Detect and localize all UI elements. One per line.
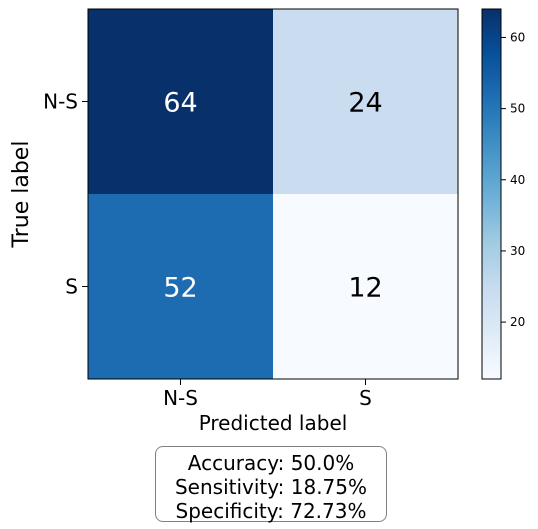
matrix-cell — [88, 194, 273, 379]
y-axis-label: True label — [9, 141, 34, 249]
specificity-text: Specificity: 72.73% — [175, 499, 367, 523]
x-tick-label: S — [359, 386, 372, 410]
cell-value-label: 12 — [348, 273, 382, 304]
colorbar-tick-label: 30 — [510, 244, 525, 258]
matrix-cells — [88, 9, 458, 379]
accuracy-text: Accuracy: 50.0% — [187, 451, 355, 475]
y-tick-label: N-S — [43, 90, 78, 114]
matrix-cell — [88, 9, 273, 194]
colorbar-tick-label: 20 — [510, 315, 525, 329]
x-tick-label: N-S — [163, 386, 198, 410]
x-axis-label: Predicted label — [199, 411, 348, 435]
colorbar — [481, 8, 502, 380]
cell-value-label: 24 — [348, 88, 382, 119]
y-tick-label: S — [65, 275, 78, 299]
plot-frame — [87, 8, 459, 380]
cell-value-label: 64 — [163, 88, 197, 119]
colorbar-tick-label: 40 — [510, 173, 525, 187]
confusion-matrix-chart: 64 24 52 12 N-S S N-S S Predicted label True … — [9, 8, 525, 435]
y-axis-ticks: N-S S — [43, 90, 88, 299]
colorbar-tick-label: 50 — [510, 102, 525, 116]
sensitivity-text: Sensitivity: 18.75% — [174, 475, 368, 499]
x-axis-ticks: N-S S — [163, 379, 372, 410]
matrix-cell — [273, 9, 458, 194]
metrics-box: Accuracy: 50.0% Sensitivity: 18.75% Spec… — [155, 446, 387, 523]
cell-value-labels: 64 24 52 12 — [163, 88, 382, 304]
matrix-cell — [273, 194, 458, 379]
cell-value-label: 52 — [163, 273, 197, 304]
colorbar-ticks: 20 30 40 50 60 — [501, 30, 525, 329]
colorbar-tick-label: 60 — [510, 30, 525, 44]
